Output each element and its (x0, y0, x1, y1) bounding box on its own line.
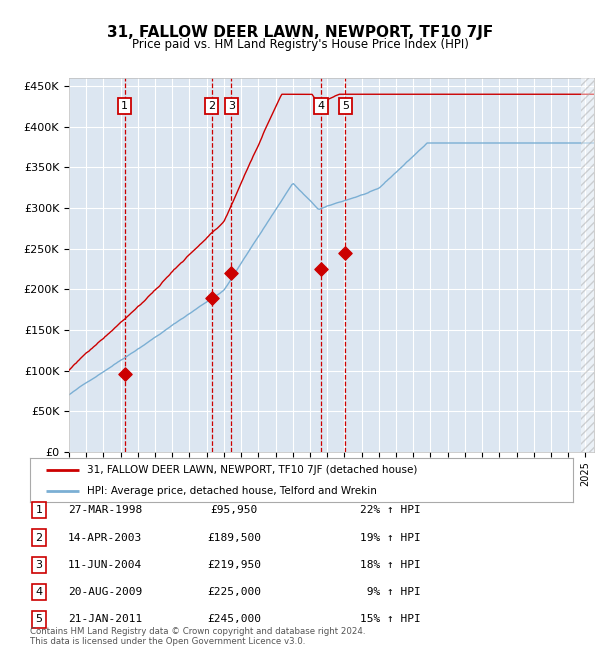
Text: 27-MAR-1998: 27-MAR-1998 (68, 505, 142, 515)
Text: 5: 5 (342, 101, 349, 111)
Text: 20-AUG-2009: 20-AUG-2009 (68, 587, 142, 597)
Polygon shape (581, 78, 594, 452)
Text: £225,000: £225,000 (207, 587, 261, 597)
Text: 3: 3 (228, 101, 235, 111)
Text: 4: 4 (317, 101, 325, 111)
Text: Contains HM Land Registry data © Crown copyright and database right 2024.: Contains HM Land Registry data © Crown c… (30, 627, 365, 636)
Text: £245,000: £245,000 (207, 614, 261, 625)
Text: 2: 2 (208, 101, 215, 111)
Text: HPI: Average price, detached house, Telford and Wrekin: HPI: Average price, detached house, Telf… (87, 486, 377, 496)
Text: 1: 1 (121, 101, 128, 111)
Text: 31, FALLOW DEER LAWN, NEWPORT, TF10 7JF (detached house): 31, FALLOW DEER LAWN, NEWPORT, TF10 7JF … (87, 465, 418, 475)
Point (340, 248, 350, 258)
Text: 4: 4 (35, 587, 43, 597)
Text: £219,950: £219,950 (207, 560, 261, 570)
Text: 19% ↑ HPI: 19% ↑ HPI (360, 532, 421, 543)
Text: £95,950: £95,950 (211, 505, 257, 515)
Text: £189,500: £189,500 (207, 532, 261, 543)
Point (316, 264, 326, 274)
Text: 15% ↑ HPI: 15% ↑ HPI (360, 614, 421, 625)
Text: 3: 3 (35, 560, 43, 570)
Text: 2: 2 (35, 532, 43, 543)
Text: 11-JUN-2004: 11-JUN-2004 (68, 560, 142, 570)
Text: 9% ↑ HPI: 9% ↑ HPI (360, 587, 421, 597)
Text: This data is licensed under the Open Government Licence v3.0.: This data is licensed under the Open Gov… (30, 637, 305, 646)
Text: Price paid vs. HM Land Registry's House Price Index (HPI): Price paid vs. HM Land Registry's House … (131, 38, 469, 51)
Text: 14-APR-2003: 14-APR-2003 (68, 532, 142, 543)
Text: 31, FALLOW DEER LAWN, NEWPORT, TF10 7JF: 31, FALLOW DEER LAWN, NEWPORT, TF10 7JF (107, 25, 493, 40)
Text: 21-JAN-2011: 21-JAN-2011 (68, 614, 142, 625)
Text: 18% ↑ HPI: 18% ↑ HPI (360, 560, 421, 570)
Text: 22% ↑ HPI: 22% ↑ HPI (360, 505, 421, 515)
Point (120, 369, 130, 379)
Point (207, 292, 217, 303)
Text: 5: 5 (35, 614, 43, 625)
Text: 1: 1 (35, 505, 43, 515)
Point (227, 268, 236, 278)
